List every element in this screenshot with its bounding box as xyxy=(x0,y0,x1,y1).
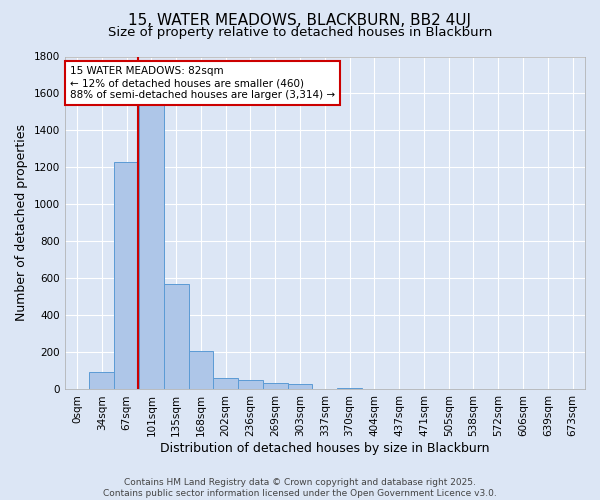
Text: Contains HM Land Registry data © Crown copyright and database right 2025.
Contai: Contains HM Land Registry data © Crown c… xyxy=(103,478,497,498)
Bar xyxy=(188,350,214,390)
Bar xyxy=(89,372,114,390)
Text: 15, WATER MEADOWS, BLACKBURN, BB2 4UJ: 15, WATER MEADOWS, BLACKBURN, BB2 4UJ xyxy=(128,12,472,28)
Text: 15 WATER MEADOWS: 82sqm
← 12% of detached houses are smaller (460)
88% of semi-d: 15 WATER MEADOWS: 82sqm ← 12% of detache… xyxy=(70,66,335,100)
Bar xyxy=(164,284,188,390)
Bar xyxy=(287,384,313,390)
Bar xyxy=(238,380,263,390)
Bar xyxy=(337,388,362,390)
Bar xyxy=(263,382,287,390)
X-axis label: Distribution of detached houses by size in Blackburn: Distribution of detached houses by size … xyxy=(160,442,490,455)
Bar xyxy=(114,162,139,390)
Bar xyxy=(139,104,164,390)
Y-axis label: Number of detached properties: Number of detached properties xyxy=(15,124,28,322)
Bar xyxy=(214,378,238,390)
Bar xyxy=(387,388,412,390)
Text: Size of property relative to detached houses in Blackburn: Size of property relative to detached ho… xyxy=(108,26,492,39)
